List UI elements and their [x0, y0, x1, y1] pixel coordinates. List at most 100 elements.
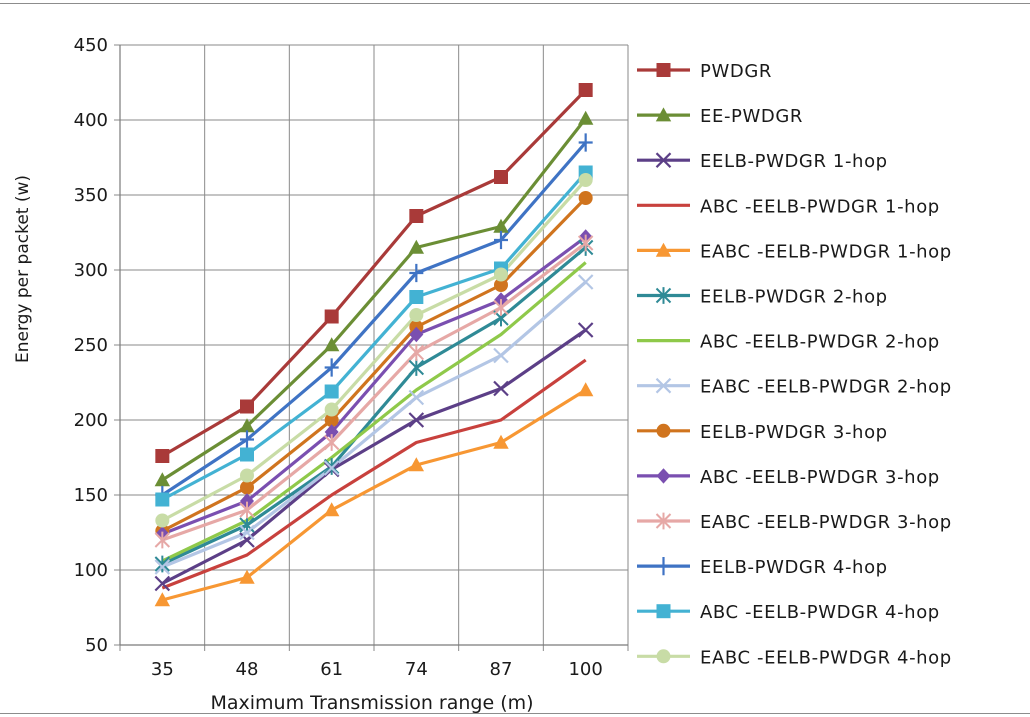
data-point	[239, 501, 255, 519]
legend-item: EE-PWDGR	[637, 106, 803, 127]
legend-label: ABC -EELB-PWDGR 3-hop	[700, 467, 940, 488]
legend-item: EABC -EELB-PWDGR 3-hop	[637, 512, 952, 533]
data-point	[577, 234, 594, 252]
data-point	[323, 337, 340, 352]
data-point	[324, 309, 339, 324]
y-tick-label: 200	[74, 410, 108, 431]
legend-item: EABC -EELB-PWDGR 2-hop	[637, 377, 951, 398]
series-line	[161, 280, 587, 569]
data-point	[493, 347, 509, 364]
legend-item: ABC -EELB-PWDGR 1-hop	[637, 196, 939, 217]
legend-marker	[656, 468, 671, 484]
data-point	[154, 559, 171, 575]
legend-marker	[656, 604, 671, 619]
legend-item: ABC -EELB-PWDGR 4-hop	[637, 602, 940, 623]
series-line	[161, 328, 587, 585]
legend-item: ABC -EELB-PWDGR 2-hop	[637, 332, 940, 353]
data-point	[577, 322, 594, 338]
top-border	[0, 3, 1030, 4]
y-tick-label: 300	[74, 260, 108, 281]
data-point	[154, 592, 171, 607]
legend-label: ABC -EELB-PWDGR 2-hop	[700, 332, 940, 353]
series-line	[161, 88, 587, 458]
legend-item: EABC -EELB-PWDGR 1-hop	[637, 241, 952, 262]
legend-label: EELB-PWDGR 2-hop	[700, 287, 888, 308]
y-tick-label: 450	[74, 35, 108, 56]
legend-label: ABC -EELB-PWDGR 4-hop	[700, 602, 940, 623]
legend-label: EELB-PWDGR 3-hop	[700, 422, 888, 443]
data-point	[577, 382, 594, 397]
x-tick-label: 74	[405, 659, 428, 680]
data-point	[578, 133, 593, 152]
legend-marker	[655, 287, 672, 304]
series-line	[161, 241, 587, 542]
data-point	[155, 449, 170, 463]
legend-item: EABC -EELB-PWDGR 4-hop	[637, 647, 951, 668]
data-point	[240, 430, 254, 449]
x-tick-label: 61	[320, 659, 343, 680]
y-tick-label: 250	[74, 335, 108, 356]
legend-label: PWDGR	[700, 61, 772, 82]
data-point	[239, 569, 255, 584]
x-tick-label: 87	[490, 659, 513, 680]
data-point	[578, 191, 593, 205]
legend-item: EELB-PWDGR 3-hop	[637, 422, 888, 443]
data-point	[323, 502, 340, 517]
legend-marker	[656, 649, 671, 664]
legend-label: EABC -EELB-PWDGR 1-hop	[700, 241, 952, 262]
data-point	[324, 402, 339, 417]
data-point	[239, 532, 255, 548]
legend-marker	[656, 557, 671, 576]
bottom-border	[0, 713, 1030, 714]
legend: PWDGR EE-PWDGR EELB-PWDGR 1-hop ABC -EELB-P…	[637, 61, 952, 668]
data-point	[155, 492, 170, 507]
series-markers	[154, 83, 594, 607]
data-point	[409, 290, 424, 304]
data-point	[578, 173, 593, 187]
data-point	[240, 447, 254, 462]
data-point	[409, 209, 424, 223]
data-point	[239, 516, 255, 534]
y-tick-label: 350	[74, 185, 108, 206]
data-point	[239, 418, 255, 433]
series-line	[161, 171, 587, 501]
y-tick-label: 50	[85, 635, 108, 656]
data-point	[577, 110, 594, 125]
legend-marker	[655, 512, 672, 530]
legend-marker	[656, 423, 671, 438]
series-line	[161, 261, 587, 563]
data-point	[323, 434, 340, 451]
legend-item: PWDGR	[637, 61, 772, 82]
data-point	[493, 299, 509, 316]
data-point	[577, 274, 594, 290]
data-point	[494, 278, 508, 292]
data-point	[408, 412, 425, 428]
data-point	[409, 308, 424, 322]
x-tick-label: 48	[236, 659, 259, 680]
legend-label: EABC -EELB-PWDGR 3-hop	[700, 512, 952, 533]
x-tick-label: 35	[151, 659, 174, 680]
legend-item: EELB-PWDGR 4-hop	[637, 557, 888, 578]
legend-label: EELB-PWDGR 4-hop	[700, 557, 888, 578]
series-line	[161, 117, 587, 482]
axes: 50 100 150 200 250 300 350 400 450 35 48 61 74 87 100	[74, 35, 629, 680]
y-tick-label: 100	[74, 560, 108, 581]
data-point	[239, 524, 255, 541]
legend-marker	[655, 377, 672, 394]
data-point	[240, 480, 254, 495]
series-line	[161, 246, 587, 566]
data-point	[408, 359, 425, 376]
data-point	[154, 575, 171, 592]
data-point	[578, 83, 593, 97]
legend-label: EELB-PWDGR 1-hop	[700, 151, 888, 172]
legend-item: EELB-PWDGR 1-hop	[637, 151, 888, 172]
series-line	[161, 235, 587, 536]
data-point	[494, 267, 508, 282]
data-point	[155, 513, 170, 528]
data-point	[408, 389, 425, 406]
series-lines	[161, 88, 587, 602]
data-point	[240, 468, 254, 483]
legend-label: EE-PWDGR	[700, 106, 803, 127]
series-line	[161, 358, 587, 590]
data-point	[240, 399, 254, 414]
